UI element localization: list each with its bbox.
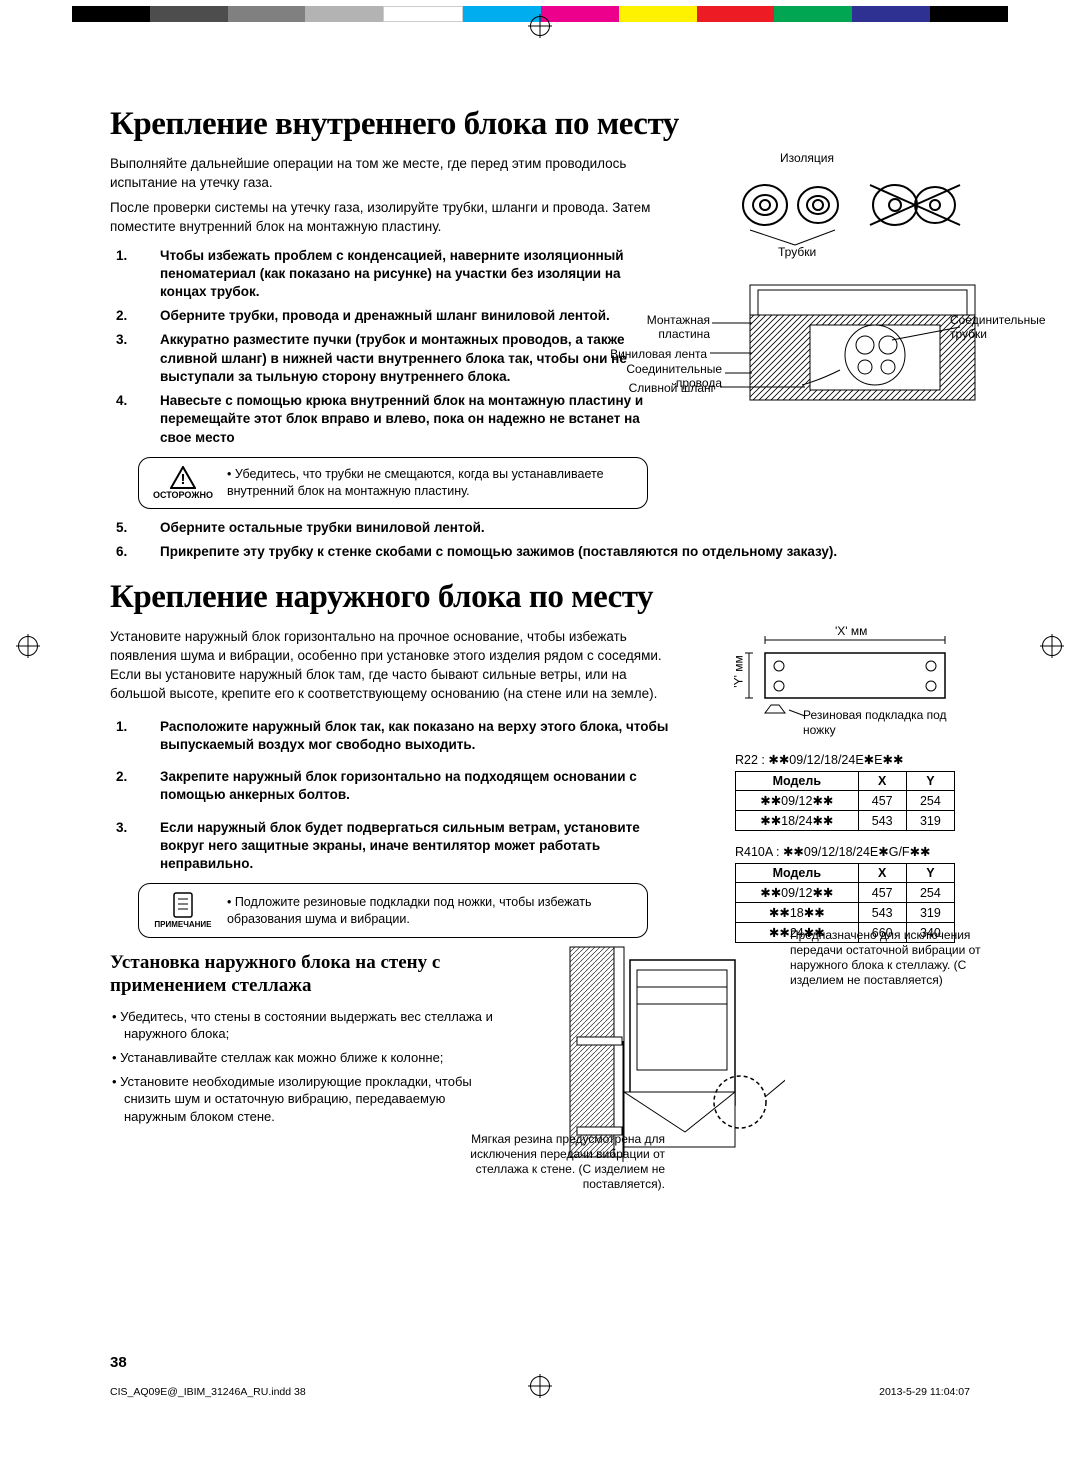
caution-icon: ! ОСТОРОЖНО <box>153 466 213 500</box>
reg-target-icon <box>1042 636 1062 656</box>
diagram-wall-mount <box>565 942 785 1162</box>
top-registration <box>0 6 1080 46</box>
bullet-item: Установите необходимые изолирующие прокл… <box>112 1073 510 1126</box>
caution-text: • Убедитесь, что трубки не смещаются, ко… <box>227 466 633 500</box>
reg-target-icon <box>18 636 38 656</box>
annotation: Мягкая резина предусмотрена для исключен… <box>445 1132 665 1192</box>
note-icon: ПРИМЕЧАНИЕ <box>153 892 213 929</box>
note-text: • Подложите резиновые подкладки под ножк… <box>227 894 633 928</box>
instruction-item: 4.Навесьте с помощью крюка внутренний бл… <box>138 392 670 447</box>
instruction-item: 2.Оберните трубки, провода и дренажный ш… <box>138 307 670 325</box>
fig-label: Монтажная пластина <box>640 313 710 341</box>
svg-text:!: ! <box>180 471 185 488</box>
table-caption: R410A : ✱✱09/12/18/24E✱G/F✱✱ <box>735 844 985 859</box>
fig-label: 'X' мм <box>835 624 867 639</box>
reg-target-icon <box>530 16 550 36</box>
intro-para: Выполняйте дальнейшие операции на том же… <box>110 155 670 193</box>
note-box: ПРИМЕЧАНИЕ • Подложите резиновые подклад… <box>138 883 648 938</box>
caution-box: ! ОСТОРОЖНО • Убедитесь, что трубки не с… <box>138 457 648 509</box>
annotation: Предназначено для исключения передачи ос… <box>790 928 1005 988</box>
dimensions-table-r22: МодельXY ✱✱09/12✱✱457254 ✱✱18/24✱✱543319 <box>735 771 955 831</box>
fig-label: 'Y' мм <box>732 655 747 687</box>
figure-outdoor-dim: 'X' мм 'Y' мм Резиновая подкладка под но… <box>735 628 985 943</box>
instruction-item: 2.Закрепите наружный блок горизонтально … <box>138 768 670 804</box>
intro-para: Установите наружный блок горизонтально н… <box>110 628 670 704</box>
page-footer: 38 CIS_AQ09E@_IBIM_31246A_RU.indd 38 201… <box>110 1386 970 1398</box>
instruction-item: 3.Аккуратно разместите пучки (трубок и м… <box>138 331 670 386</box>
instruction-item: 5.Оберните остальные трубки виниловой ле… <box>138 519 938 537</box>
diagram-indoor <box>710 155 980 415</box>
fig-label: Резиновая подкладка под ножку <box>803 708 953 738</box>
bullet-item: Устанавливайте стеллаж как можно ближе к… <box>112 1049 510 1067</box>
heading-indoor: Крепление внутреннего блока по месту <box>110 106 970 143</box>
page-content: Крепление внутреннего блока по месту Вып… <box>0 46 1080 1426</box>
intro-para: После проверки системы на утечку газа, и… <box>110 199 670 237</box>
fig-label: Соединительные трубки <box>950 313 1060 341</box>
instruction-item: 1.Расположите наружный блок так, как пок… <box>138 718 670 754</box>
instruction-item: 6.Прикрепите эту трубку к стенке скобами… <box>138 543 938 561</box>
reg-target-icon <box>530 1376 550 1396</box>
fig-label: Сливной шланг <box>620 381 715 395</box>
warning-triangle-icon: ! <box>170 466 196 490</box>
heading-outdoor: Крепление наружного блока по месту <box>110 579 970 616</box>
instruction-item: 1.Чтобы избежать проблем с конденсацией,… <box>138 247 670 302</box>
instruction-item: 3.Если наружный блок будет подвергаться … <box>138 819 670 874</box>
bullet-item: Убедитесь, что стены в состоянии выдержа… <box>112 1008 510 1043</box>
fig-label: Виниловая лента <box>607 347 707 361</box>
footer-date: 2013-5-29 11:04:07 <box>879 1386 970 1398</box>
footer-file: CIS_AQ09E@_IBIM_31246A_RU.indd 38 <box>110 1386 306 1398</box>
page-number: 38 <box>110 1354 127 1371</box>
figure-indoor: Изоляция Трубки Монтажная пластина Винил… <box>710 155 990 420</box>
fig-label: Изоляция <box>780 151 834 165</box>
subheading-wall: Установка наружного блока на стену с при… <box>110 952 510 998</box>
table-caption: R22 : ✱✱09/12/18/24E✱E✱✱ <box>735 752 985 767</box>
fig-label: Трубки <box>778 245 816 259</box>
